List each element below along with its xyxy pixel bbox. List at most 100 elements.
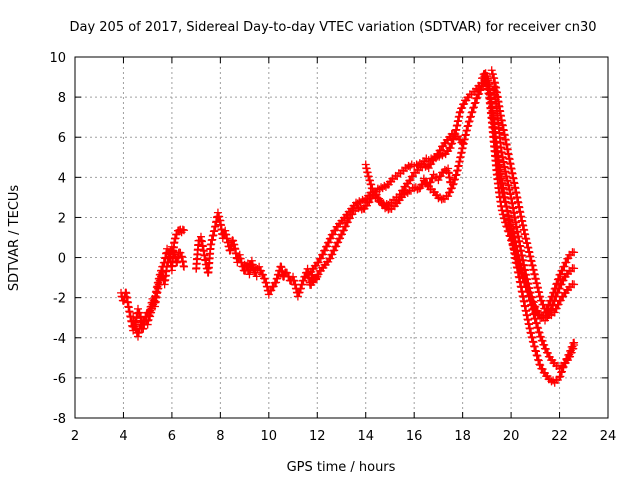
data-point: [533, 306, 542, 315]
data-point: [538, 336, 547, 345]
data-point: [464, 121, 473, 130]
data-point: [467, 108, 476, 117]
data-point: [528, 297, 537, 306]
data-point: [446, 144, 455, 153]
data-point: [466, 112, 475, 121]
data-point: [312, 274, 321, 283]
data-point: [567, 348, 576, 357]
data-point: [464, 117, 473, 126]
data-point: [562, 258, 571, 267]
data-point: [326, 254, 335, 263]
data-point: [451, 175, 460, 184]
data-point: [329, 230, 338, 239]
data-point: [566, 352, 575, 361]
data-point: [180, 262, 189, 271]
data-point: [336, 234, 345, 243]
data-point: [480, 72, 489, 81]
data-point: [570, 264, 579, 273]
y-tick-label: -8: [53, 412, 66, 427]
data-point: [534, 324, 543, 333]
data-point: [337, 230, 346, 239]
data-point: [465, 117, 474, 126]
data-point: [514, 259, 523, 268]
data-point: [556, 372, 565, 381]
data-point: [531, 346, 540, 355]
x-tick-label: 18: [454, 429, 471, 444]
x-axis-label: GPS time / hours: [287, 460, 396, 475]
data-point: [172, 230, 181, 239]
data-point: [527, 292, 536, 301]
x-tick-label: 2: [71, 429, 79, 444]
data-point: [334, 238, 343, 247]
data-point: [436, 146, 445, 155]
data-point: [549, 297, 558, 306]
series-track-2: [129, 242, 189, 341]
data-point: [504, 227, 513, 236]
data-point: [534, 355, 543, 364]
data-point: [516, 264, 525, 273]
data-point: [339, 226, 348, 235]
data-point: [569, 344, 578, 353]
chart-title: Day 205 of 2017, Sidereal Day-to-day VTE…: [69, 20, 596, 35]
data-point: [503, 223, 512, 232]
data-point: [343, 218, 352, 227]
data-point: [422, 178, 431, 187]
data-point: [314, 258, 323, 267]
y-tick-label: -6: [53, 372, 66, 387]
data-point: [540, 341, 549, 349]
data-point: [453, 166, 462, 175]
data-point: [260, 274, 269, 283]
data-point: [534, 356, 543, 365]
data-point: [532, 351, 541, 360]
data-point: [547, 305, 556, 314]
y-tick-label: 8: [58, 91, 66, 106]
data-point: [528, 293, 537, 302]
data-point: [448, 180, 457, 189]
data-point: [468, 107, 477, 116]
data-point: [470, 99, 479, 108]
y-tick-label: -2: [53, 292, 66, 307]
data-point: [264, 290, 273, 299]
x-tick-label: 4: [119, 429, 127, 444]
data-point: [473, 93, 482, 102]
data-point: [553, 279, 562, 288]
data-point: [133, 304, 142, 313]
x-tick-label: 12: [309, 429, 326, 444]
x-tick-label: 14: [357, 429, 374, 444]
x-tick-labels: 2 4 6 8 10 12 14 16 18 20 22 24: [71, 429, 616, 444]
data-point: [533, 323, 542, 332]
data-point: [503, 226, 512, 235]
series-track-7: [361, 160, 455, 214]
x-tick-label: 6: [168, 429, 176, 444]
data-point: [328, 250, 337, 259]
data-point: [471, 98, 480, 107]
data-point: [502, 222, 511, 231]
data-point: [319, 250, 328, 259]
data-point: [570, 280, 579, 289]
axis-ticks: [74, 56, 609, 419]
data-point: [526, 288, 535, 297]
data-point: [552, 292, 561, 301]
data-point: [322, 242, 331, 251]
data-point: [505, 231, 514, 240]
data-points: [117, 66, 579, 387]
data-point: [543, 349, 552, 358]
data-point: [169, 246, 178, 255]
data-point: [427, 160, 436, 169]
data-point: [506, 232, 515, 241]
data-point: [466, 113, 475, 122]
data-point: [259, 270, 268, 279]
series-track-13: [490, 82, 579, 325]
data-point: [536, 332, 545, 341]
data-point: [299, 276, 308, 285]
data-point: [548, 301, 557, 310]
data-point: [509, 241, 518, 250]
data-point: [472, 94, 481, 103]
data-point: [532, 318, 541, 327]
data-point: [557, 280, 566, 289]
data-point: [509, 245, 518, 254]
data-point: [326, 234, 335, 243]
plot-frame: [74, 56, 609, 419]
